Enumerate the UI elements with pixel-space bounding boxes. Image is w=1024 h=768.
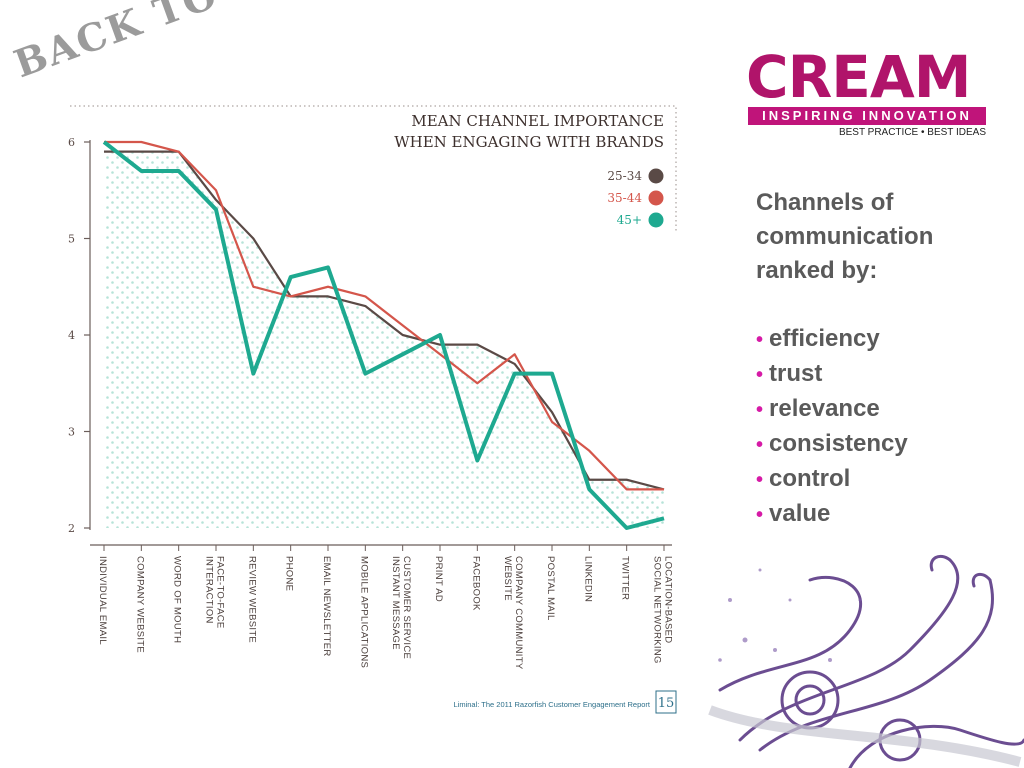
legend-label: 45+ xyxy=(617,213,642,227)
criteria-item: • consistency xyxy=(756,430,908,457)
bullet-icon: • xyxy=(756,329,764,351)
legend-swatch-icon xyxy=(648,168,664,184)
x-tick-label: COMPANY WEBSITE xyxy=(134,556,145,653)
side-heading-line: ranked by: xyxy=(756,257,878,284)
x-tick-label: LOCATION-BASED xyxy=(663,556,674,643)
y-tick-label: 4 xyxy=(68,329,75,342)
x-tick-label-group: PRINT AD xyxy=(433,556,444,602)
x-tick-label-group: INDIVIDUAL EMAIL xyxy=(97,556,108,645)
criteria-list: • efficiency • trust • relevance • consisten… xyxy=(756,322,1006,532)
x-tick-label: INDIVIDUAL EMAIL xyxy=(97,556,108,645)
x-tick-label: CUSTOMER SERVICE xyxy=(401,556,412,659)
x-tick-label: MOBILE APPLICATIONS xyxy=(358,556,369,668)
x-tick-label: WORD OF MOUTH xyxy=(172,556,183,643)
x-tick-label: INTERACTION xyxy=(204,556,215,624)
x-tick-label-group: POSTAL MAIL xyxy=(545,556,556,621)
logo-wordmark: CREAM xyxy=(746,43,971,111)
legend-label: 25-34 xyxy=(607,169,642,183)
x-tick-label: WEBSITE xyxy=(502,556,513,601)
page-number-box xyxy=(655,690,677,714)
criteria-item: • trust xyxy=(756,360,823,387)
x-tick-label: SOCIAL NETWORKING xyxy=(652,556,663,664)
x-tick-label-group: FACEBOOK xyxy=(470,556,481,611)
chart-title-line: MEAN CHANNEL IMPORTANCE xyxy=(411,112,664,130)
x-tick-label-group: PHONE xyxy=(284,556,295,591)
bullet-icon: • xyxy=(756,399,764,421)
source-note: Liminal: The 2011 Razorfish Customer Eng… xyxy=(454,700,651,709)
series-line xyxy=(102,140,665,530)
bullet-icon: • xyxy=(756,469,764,491)
x-tick-label: LINKEDIN xyxy=(582,556,593,602)
y-tick-label: 6 xyxy=(68,136,75,149)
x-tick-label-group: WORD OF MOUTH xyxy=(172,556,183,643)
x-tick-label: FACEBOOK xyxy=(470,556,481,611)
legend-swatch-icon xyxy=(648,212,664,228)
legend-label: 35-44 xyxy=(607,191,642,205)
x-tick-label: POSTAL MAIL xyxy=(545,556,556,621)
chart-frame xyxy=(70,105,677,232)
x-tick-label: PHONE xyxy=(284,556,295,591)
x-tick-label: INSTANT MESSAGE xyxy=(390,556,401,650)
legend-swatch-icon xyxy=(648,190,664,206)
x-tick-label: REVIEW WEBSITE xyxy=(246,556,257,643)
side-heading-line: Channels of xyxy=(756,189,894,216)
cream-logo: CREAM INSPIRING INNOVATION BEST PRACTICE… xyxy=(746,48,990,140)
criteria-item: • control xyxy=(756,465,851,492)
side-heading-line: communication xyxy=(756,223,934,250)
logo-subtagline: BEST PRACTICE • BEST IDEAS xyxy=(838,127,986,138)
x-tick-label: EMAIL NEWSLETTER xyxy=(321,556,332,657)
area-fill xyxy=(104,151,664,528)
criteria-item: • relevance xyxy=(756,395,880,422)
x-tick-label-group: LINKEDIN xyxy=(582,556,593,602)
x-tick-label: TWITTER xyxy=(620,556,631,600)
line-chart: 2 3 4 5 6 INDIVIDUAL EMAIL COMPANY WEBSITE WOR… xyxy=(68,105,677,714)
x-tick-label: FACE-TO-FACE xyxy=(215,556,226,629)
y-tick-label: 3 xyxy=(68,426,75,439)
criteria-item: • efficiency xyxy=(756,325,880,352)
x-tick-label: PRINT AD xyxy=(433,556,444,602)
decorative-swirl-icon xyxy=(708,554,1024,768)
logo-tagline-bar: INSPIRING INNOVATION xyxy=(748,107,986,125)
bullet-icon: • xyxy=(756,364,764,386)
chart-title-line: WHEN ENGAGING WITH BRANDS xyxy=(394,133,664,151)
page-number: 15 xyxy=(658,696,675,711)
y-tick-label: 2 xyxy=(68,522,75,535)
criteria-item: • value xyxy=(756,500,831,527)
side-text: Channels of communication ranked by: • ef… xyxy=(756,186,1006,532)
x-tick-label-group: MOBILE APPLICATIONS xyxy=(358,556,369,668)
x-tick-label: COMPANY COMMUNITY xyxy=(513,556,524,670)
x-tick-label-group: EMAIL NEWSLETTER xyxy=(321,556,332,657)
y-tick-label: 5 xyxy=(68,233,75,246)
x-tick-label-group: TWITTER xyxy=(620,556,631,600)
series-line xyxy=(104,150,665,491)
bullet-icon: • xyxy=(756,434,764,456)
x-tick-label-group: REVIEW WEBSITE xyxy=(246,556,257,643)
bullet-icon: • xyxy=(756,504,764,526)
x-tick-label-group: COMPANY WEBSITE xyxy=(134,556,145,653)
